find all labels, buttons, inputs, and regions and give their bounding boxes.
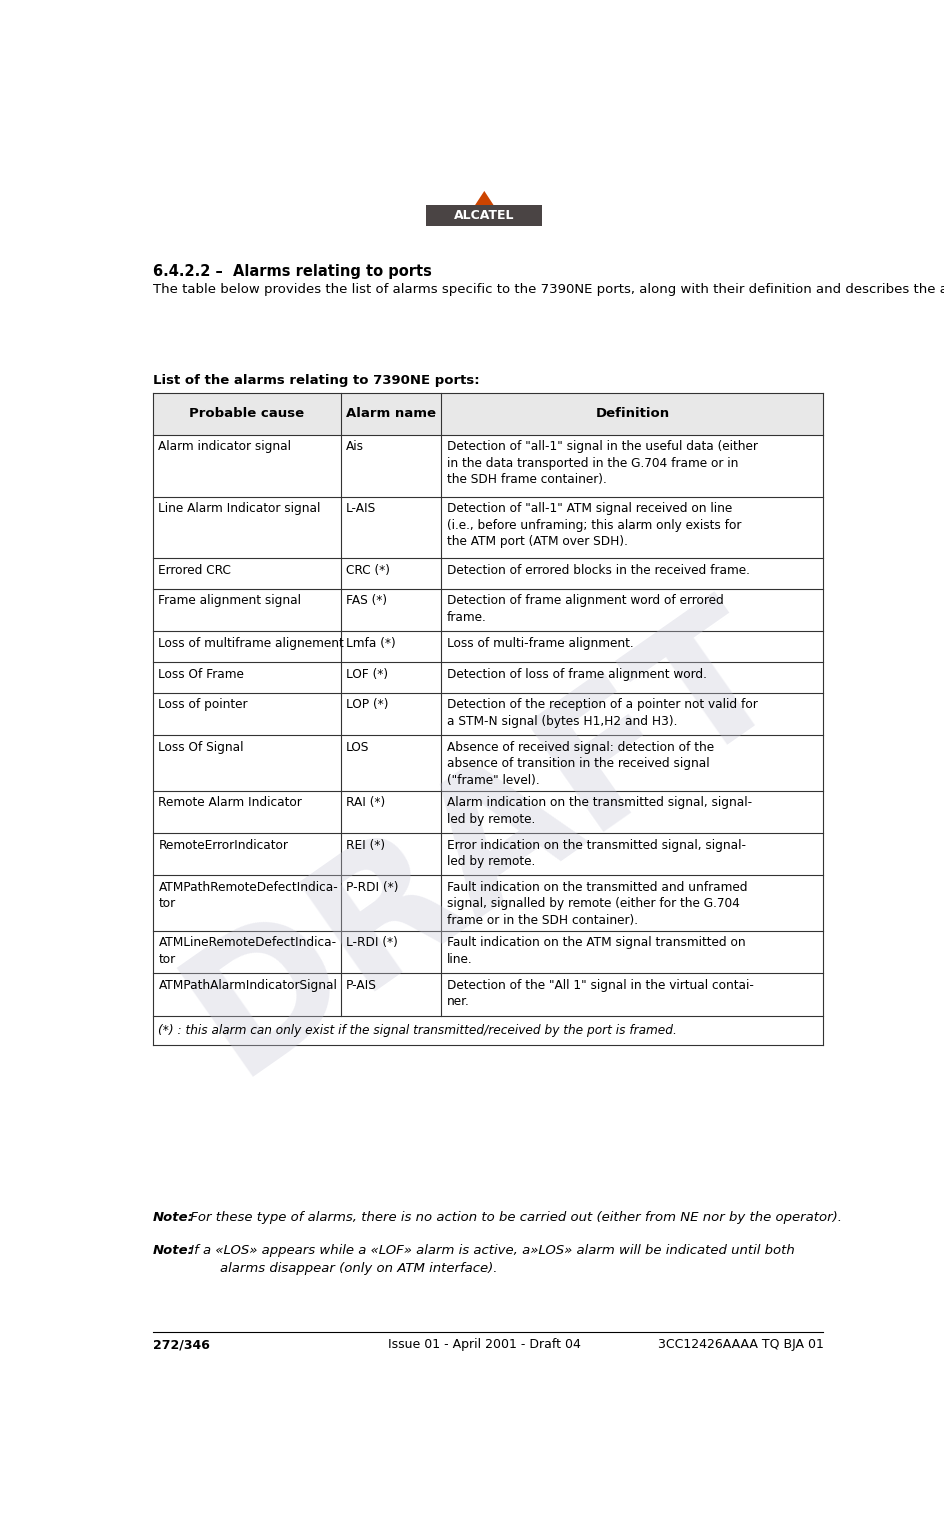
Text: Detection of the "All 1" signal in the virtual contai-
ner.: Detection of the "All 1" signal in the v… (447, 979, 752, 1008)
Text: Detection of errored blocks in the received frame.: Detection of errored blocks in the recei… (447, 563, 749, 577)
Text: Error indication on the transmitted signal, signal-
led by remote.: Error indication on the transmitted sign… (447, 838, 745, 867)
Text: L-AIS: L-AIS (346, 502, 376, 515)
Text: Loss of multiframe alignement: Loss of multiframe alignement (159, 637, 344, 651)
Text: L-RDI (*): L-RDI (*) (346, 936, 397, 950)
Text: Detection of loss of frame alignment word.: Detection of loss of frame alignment wor… (447, 667, 706, 681)
Text: ATMPathAlarmIndicatorSignal: ATMPathAlarmIndicatorSignal (159, 979, 337, 991)
Text: Loss Of Frame: Loss Of Frame (159, 667, 244, 681)
Text: ATMLineRemoteDefectIndica-
tor: ATMLineRemoteDefectIndica- tor (159, 936, 336, 965)
Text: List of the alarms relating to 7390NE ports:: List of the alarms relating to 7390NE po… (153, 374, 480, 388)
Text: If a «LOS» appears while a «LOF» alarm is active, a»LOS» alarm will be indicated: If a «LOS» appears while a «LOF» alarm i… (185, 1245, 794, 1275)
Text: Note:: Note: (153, 1245, 194, 1257)
Text: Probable cause: Probable cause (189, 408, 304, 420)
Text: Fault indication on the ATM signal transmitted on
line.: Fault indication on the ATM signal trans… (447, 936, 745, 965)
Text: The table below provides the list of alarms specific to the 7390NE ports, along : The table below provides the list of ala… (153, 284, 944, 296)
Text: FAS (*): FAS (*) (346, 594, 387, 608)
Polygon shape (474, 191, 494, 206)
Text: P-RDI (*): P-RDI (*) (346, 881, 398, 893)
Text: Alarm name: Alarm name (346, 408, 435, 420)
Text: CRC (*): CRC (*) (346, 563, 390, 577)
Text: Frame alignment signal: Frame alignment signal (159, 594, 301, 608)
Text: Detection of the reception of a pointer not valid for
a STM-N signal (bytes H1,H: Detection of the reception of a pointer … (447, 698, 757, 728)
Text: Fault indication on the transmitted and unframed
signal, signalled by remote (ei: Fault indication on the transmitted and … (447, 881, 747, 927)
Text: 3CC12426AAAA TQ BJA 01: 3CC12426AAAA TQ BJA 01 (657, 1338, 822, 1351)
Text: Detection of frame alignment word of errored
frame.: Detection of frame alignment word of err… (447, 594, 723, 625)
FancyBboxPatch shape (426, 205, 542, 226)
Text: Alarm indicator signal: Alarm indicator signal (159, 440, 291, 454)
Text: Note:: Note: (153, 1211, 194, 1225)
Text: Loss of pointer: Loss of pointer (159, 698, 247, 712)
FancyBboxPatch shape (153, 392, 822, 435)
Text: LOP (*): LOP (*) (346, 698, 388, 712)
Text: Errored CRC: Errored CRC (159, 563, 231, 577)
Text: (*) : this alarm can only exist if the signal transmitted/received by the port i: (*) : this alarm can only exist if the s… (159, 1023, 677, 1037)
Text: ATMPathRemoteDefectIndica-
tor: ATMPathRemoteDefectIndica- tor (159, 881, 338, 910)
Text: 272/346: 272/346 (153, 1338, 210, 1351)
Text: Loss Of Signal: Loss Of Signal (159, 741, 244, 754)
Text: Absence of received signal: detection of the
absence of transition in the receiv: Absence of received signal: detection of… (447, 741, 713, 786)
Text: Ais: Ais (346, 440, 363, 454)
Text: LOF (*): LOF (*) (346, 667, 388, 681)
Text: LOS: LOS (346, 741, 369, 754)
Text: Issue 01 - April 2001 - Draft 04: Issue 01 - April 2001 - Draft 04 (387, 1338, 581, 1351)
Text: Alarm indication on the transmitted signal, signal-
led by remote.: Alarm indication on the transmitted sign… (447, 796, 751, 826)
Text: DRAFT: DRAFT (157, 576, 811, 1107)
Text: RAI (*): RAI (*) (346, 796, 385, 809)
Text: REI (*): REI (*) (346, 838, 385, 852)
Text: Lmfa (*): Lmfa (*) (346, 637, 396, 651)
Text: Line Alarm Indicator signal: Line Alarm Indicator signal (159, 502, 320, 515)
Text: Definition: Definition (595, 408, 668, 420)
Text: Remote Alarm Indicator: Remote Alarm Indicator (159, 796, 302, 809)
Text: Detection of "all-1" signal in the useful data (either
in the data transported i: Detection of "all-1" signal in the usefu… (447, 440, 757, 487)
Text: For these type of alarms, there is no action to be carried out (either from NE n: For these type of alarms, there is no ac… (185, 1211, 841, 1225)
Text: Detection of "all-1" ATM signal received on line
(i.e., before unframing; this a: Detection of "all-1" ATM signal received… (447, 502, 740, 548)
Text: ALCATEL: ALCATEL (453, 209, 514, 221)
Text: RemoteErrorIndicator: RemoteErrorIndicator (159, 838, 288, 852)
Text: P-AIS: P-AIS (346, 979, 377, 991)
Text: Loss of multi-frame alignment.: Loss of multi-frame alignment. (447, 637, 632, 651)
Text: 6.4.2.2 –  Alarms relating to ports: 6.4.2.2 – Alarms relating to ports (153, 264, 431, 279)
